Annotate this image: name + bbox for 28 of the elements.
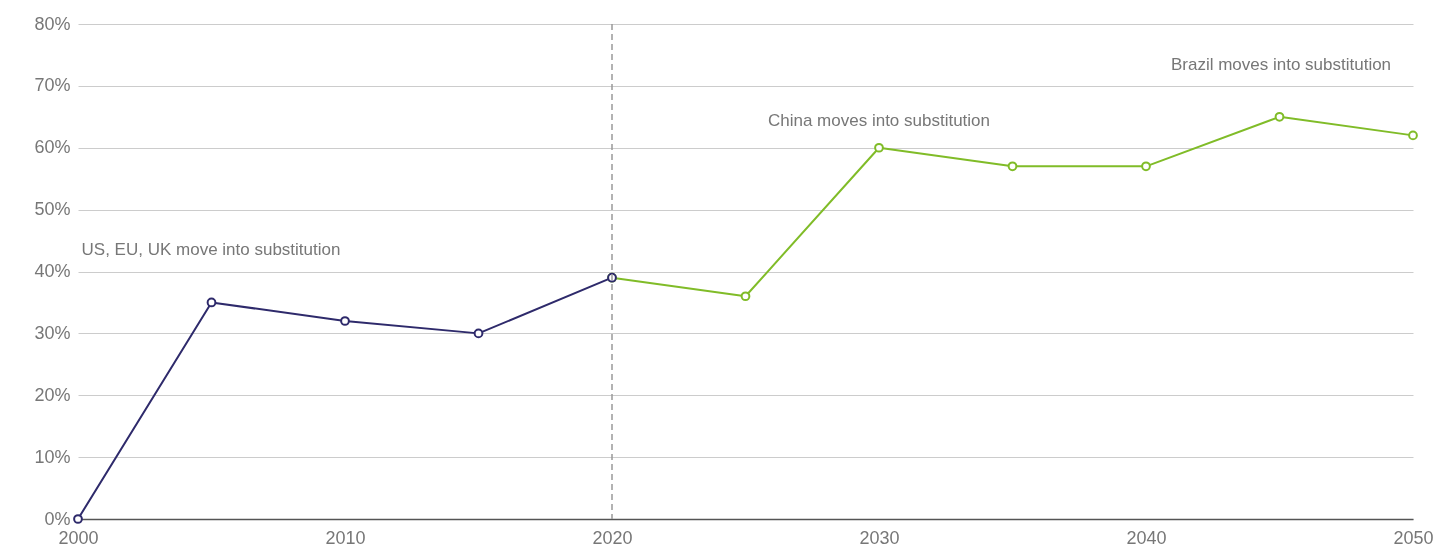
y-tick-label: 80%	[34, 13, 71, 34]
x-tick-label: 2020	[592, 527, 633, 548]
point	[1141, 161, 1151, 172]
y-tick-label: 10%	[34, 446, 71, 467]
x-tick-label: 2050	[1393, 527, 1434, 548]
point	[1408, 130, 1418, 141]
y-tick-label: 50%	[34, 199, 71, 220]
x-tick-label: 2000	[58, 527, 99, 548]
x-tick-label: 2010	[325, 527, 366, 548]
y-tick-label: 60%	[34, 137, 71, 158]
y-tick-label: 70%	[34, 75, 71, 96]
y-tick-label: 20%	[34, 384, 71, 405]
point	[206, 297, 217, 308]
point	[740, 291, 751, 302]
y-tick-label: 0%	[44, 508, 71, 529]
point	[473, 328, 484, 339]
y-tick-label: 40%	[34, 261, 71, 281]
annotation: Brazil moves into substitution	[1170, 55, 1392, 74]
point	[1007, 161, 1018, 172]
x-tick-label: 2040	[1126, 527, 1167, 548]
point	[73, 514, 83, 524]
point	[874, 142, 884, 153]
annotation: US, EU, UK move into substitution	[81, 240, 341, 259]
y-tick-label: 30%	[34, 322, 71, 343]
point	[1274, 111, 1285, 122]
point	[340, 316, 350, 326]
x-tick-label: 2030	[859, 527, 900, 548]
annotation: China moves into substitution	[767, 111, 991, 130]
